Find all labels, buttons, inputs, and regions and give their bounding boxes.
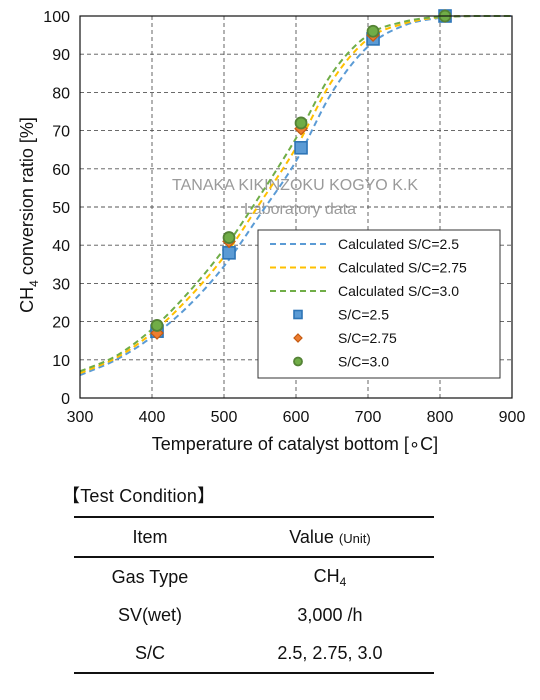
row-item: S/C (134, 642, 165, 663)
table-header-row: Item Value (Unit) (74, 517, 434, 557)
watermark: TANAKA KIKINZOKU KOGYO K.K Laboratory da… (172, 177, 418, 218)
series-layer (79, 9, 512, 377)
x-tick-label: 900 (499, 409, 526, 426)
legend-swatch-circle (293, 356, 303, 367)
legend-label: S/C=3.0 (338, 354, 389, 370)
legend-label: Calculated S/C=2.75 (338, 260, 467, 276)
row-value: 3,000 /h (297, 604, 363, 625)
watermark-line-2: Laboratory data (244, 201, 356, 218)
legend-label: S/C=2.75 (338, 330, 397, 346)
header-value-label: Value (289, 526, 334, 547)
y-tick-label: 40 (52, 238, 70, 255)
legend-box (257, 229, 501, 379)
legend-label: Calculated S/C=2.5 (338, 236, 459, 252)
test-condition-section: 【Test Condition】 Item Value (Unit) Gas T… (62, 482, 442, 674)
row-item: SV(wet) (117, 604, 182, 625)
row-value-sub: 4 (339, 574, 347, 589)
test-condition-title: 【Test Condition】 (62, 486, 216, 506)
legend-swatch-square (293, 309, 303, 320)
x-tick-label: 500 (211, 409, 238, 426)
header-item: Item (132, 526, 168, 547)
y-tick-label: 50 (52, 200, 70, 217)
y-axis-title: CH4 conversion ratio [%] (17, 117, 41, 313)
legend-label: S/C=2.5 (338, 307, 389, 323)
chart-svg: TANAKA KIKINZOKU KOGYO K.K Laboratory da… (17, 9, 525, 454)
test-condition-table: Item Value (Unit) Gas Type CH4 SV(wet) 3… (74, 516, 434, 674)
table-row: S/C 2.5, 2.75, 3.0 (74, 634, 434, 673)
y-tick-label: 20 (52, 315, 70, 332)
row-value: 2.5, 2.75, 3.0 (277, 642, 383, 663)
legend-label: Calculated S/C=3.0 (338, 283, 459, 299)
y-axis-title-main: CH (17, 287, 37, 313)
header-value: Value (Unit) (226, 517, 434, 557)
x-tick-label: 700 (355, 409, 382, 426)
y-tick-label: 60 (52, 162, 70, 179)
y-tick-label: 30 (52, 276, 70, 293)
legend-swatch-diamond (293, 333, 303, 343)
header-unit: (Unit) (338, 530, 371, 546)
row-value: CH4 (226, 557, 434, 596)
data-point-circle (294, 116, 308, 130)
y-tick-label: 80 (52, 85, 70, 102)
y-tick-label: 90 (52, 47, 70, 64)
watermark-line-1: TANAKA KIKINZOKU KOGYO K.K (172, 177, 418, 194)
tick-labels: 300 400 500 600 700 800 900 0 10 20 30 40 50 60 70 80 90… (43, 9, 525, 426)
y-tick-label: 0 (61, 391, 70, 408)
y-tick-label: 10 (52, 353, 70, 370)
row-value-main: CH (313, 565, 340, 586)
data-point-circle (222, 231, 236, 244)
data-point-square (222, 246, 236, 260)
table-row: SV(wet) 3,000 /h (74, 596, 434, 634)
plot-frame (79, 15, 513, 399)
row-item: Gas Type (111, 566, 189, 587)
y-axis-title-rest: conversion ratio [%] (17, 117, 37, 280)
x-axis-title: Temperature of catalyst bottom [∘C] (152, 434, 438, 454)
x-tick-label: 800 (427, 409, 454, 426)
data-point-circle (366, 24, 380, 38)
y-tick-label: 100 (43, 9, 70, 26)
y-axis-title-sub: 4 (27, 280, 41, 287)
x-tick-label: 600 (283, 409, 310, 426)
table-row: Gas Type CH4 (74, 557, 434, 596)
conversion-chart: TANAKA KIKINZOKU KOGYO K.K Laboratory da… (17, 9, 525, 454)
x-tick-label: 300 (67, 409, 94, 426)
data-point-square (294, 140, 308, 155)
data-point-circle (150, 319, 164, 332)
y-tick-label: 70 (52, 124, 70, 141)
x-tick-label: 400 (139, 409, 166, 426)
legend: Calculated S/C=2.5 Calculated S/C=2.75 Cal… (257, 229, 501, 379)
